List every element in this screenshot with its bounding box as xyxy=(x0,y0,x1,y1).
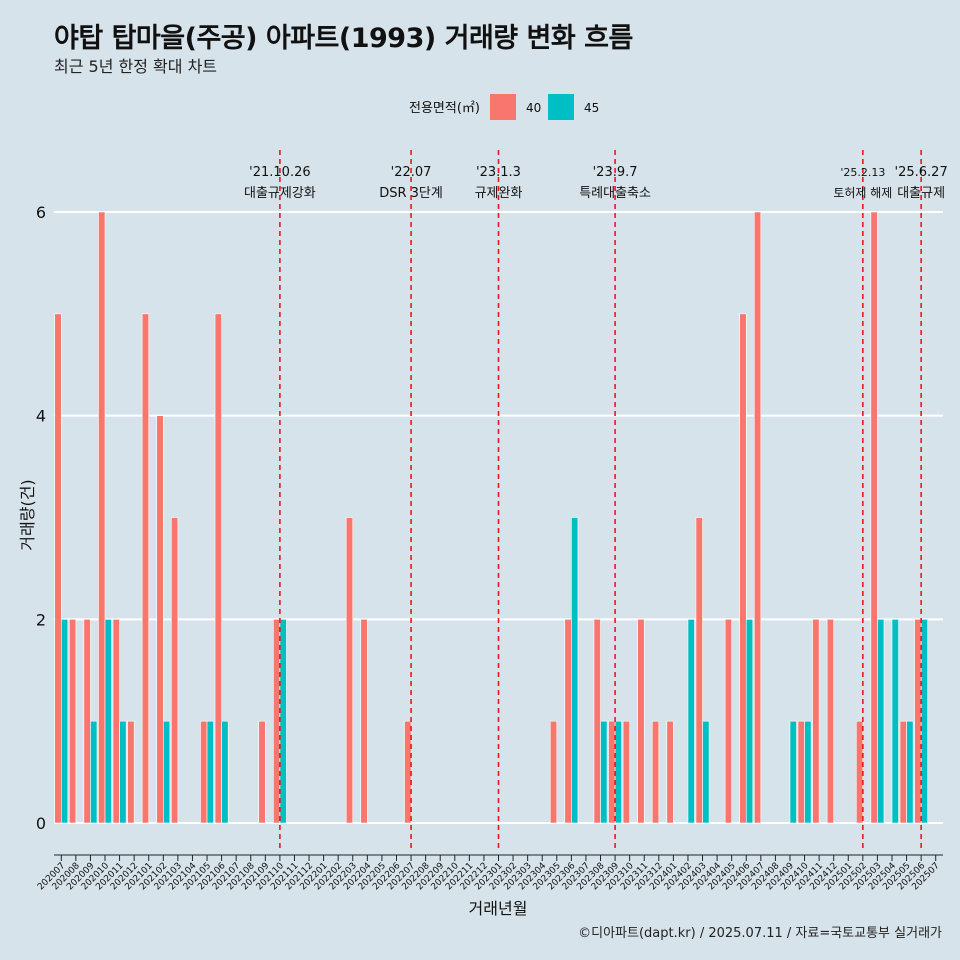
event-label: 대출규제 xyxy=(897,186,945,201)
legend-title: 전용면적(㎡) xyxy=(409,101,480,116)
event-date: '22.07 xyxy=(391,165,432,180)
bar-40-202502 xyxy=(855,720,864,824)
legend-swatch-40 xyxy=(490,94,516,120)
bar-40-202306 xyxy=(564,619,572,824)
bar-40-202102 xyxy=(156,415,164,824)
y-tick-label: 6 xyxy=(36,203,46,222)
bar-45-202110 xyxy=(279,619,287,824)
event-label: DSR 3단계 xyxy=(379,186,443,201)
bar-40-202403 xyxy=(695,517,703,824)
bar-45-202007 xyxy=(60,619,69,824)
bar-45-202105 xyxy=(206,720,214,824)
bar-40-202505 xyxy=(899,720,907,824)
bar-40-202007 xyxy=(54,313,62,824)
bar-40-202308 xyxy=(593,619,601,824)
event-label: 특례대출축소 xyxy=(579,186,651,201)
legend-label-45: 45 xyxy=(584,101,599,115)
bar-40-202105 xyxy=(200,720,208,824)
bar-40-202101 xyxy=(141,313,150,824)
bar-45-202306 xyxy=(571,517,579,824)
bar-45-202503 xyxy=(877,619,885,824)
bar-40-202506 xyxy=(914,619,922,824)
bar-45-202506 xyxy=(920,619,928,824)
legend-swatch-45 xyxy=(548,94,574,120)
bar-40-202411 xyxy=(812,619,820,824)
event-date: '23.9.7 xyxy=(593,165,638,180)
event-label: 규제완화 xyxy=(475,186,523,201)
bar-40-202410 xyxy=(797,720,805,824)
bar-45-202309 xyxy=(614,720,622,824)
y-axis-label: 거래량(건) xyxy=(18,479,37,550)
bar-40-202009 xyxy=(83,619,91,824)
bar-40-202309 xyxy=(608,720,616,824)
bar-40-202204 xyxy=(360,619,368,824)
event-date: '25.6.27 xyxy=(895,165,948,180)
bar-45-202402 xyxy=(687,619,695,824)
bar-40-202412 xyxy=(826,619,834,824)
bar-45-202010 xyxy=(104,619,112,824)
y-tick-label: 4 xyxy=(36,407,46,426)
bar-40-202103 xyxy=(171,517,179,824)
bar-40-202406 xyxy=(739,313,747,824)
event-label: 대출규제강화 xyxy=(244,186,316,201)
bar-40-202310 xyxy=(622,720,630,824)
bar-40-202305 xyxy=(549,720,558,824)
bar-40-202405 xyxy=(724,619,732,824)
bar-40-202312 xyxy=(651,720,660,824)
bar-45-202011 xyxy=(119,720,127,824)
event-date: '23.1.3 xyxy=(476,165,521,180)
bar-45-202410 xyxy=(804,720,812,824)
bar-45-202106 xyxy=(221,720,229,824)
bar-40-202407 xyxy=(753,211,762,824)
legend-label-40: 40 xyxy=(526,101,541,115)
bar-45-202009 xyxy=(90,720,98,824)
source-caption: ©디아파트(dapt.kr) / 2025.07.11 / 자료=국토교통부 실… xyxy=(578,926,942,941)
bar-40-202110 xyxy=(273,619,281,824)
bar-40-202008 xyxy=(69,619,77,824)
bar-40-202109 xyxy=(258,720,266,824)
legend: 전용면적(㎡) 40 45 xyxy=(409,94,599,120)
y-tick-label: 2 xyxy=(36,610,46,629)
event-label: 토허제 해제 xyxy=(833,186,892,200)
bar-40-202503 xyxy=(870,211,878,824)
bar-40-202106 xyxy=(214,313,222,824)
bar-40-202010 xyxy=(98,211,106,824)
bar-40-202401 xyxy=(666,720,674,824)
bar-40-202311 xyxy=(637,619,645,824)
x-axis-label: 거래년월 xyxy=(469,899,528,918)
bar-45-202403 xyxy=(702,720,710,824)
chart-title: 야탑 탑마을(주공) 아파트(1993) 거래량 변화 흐름 xyxy=(54,23,633,54)
bar-40-202203 xyxy=(345,517,354,824)
bar-40-202012 xyxy=(127,720,135,824)
bar-45-202102 xyxy=(163,720,171,824)
bar-45-202504 xyxy=(891,619,899,824)
event-date: '25.2.13 xyxy=(840,166,885,179)
bar-45-202505 xyxy=(906,720,914,824)
event-date: '21.10.26 xyxy=(249,165,310,180)
bar-45-202308 xyxy=(600,720,608,824)
y-tick-label: 0 xyxy=(36,814,46,833)
bar-45-202406 xyxy=(745,619,754,824)
bar-40-202207 xyxy=(404,720,412,824)
chart-subtitle: 최근 5년 한정 확대 차트 xyxy=(54,57,218,76)
bar-45-202409 xyxy=(789,720,797,824)
bar-40-202011 xyxy=(112,619,120,824)
